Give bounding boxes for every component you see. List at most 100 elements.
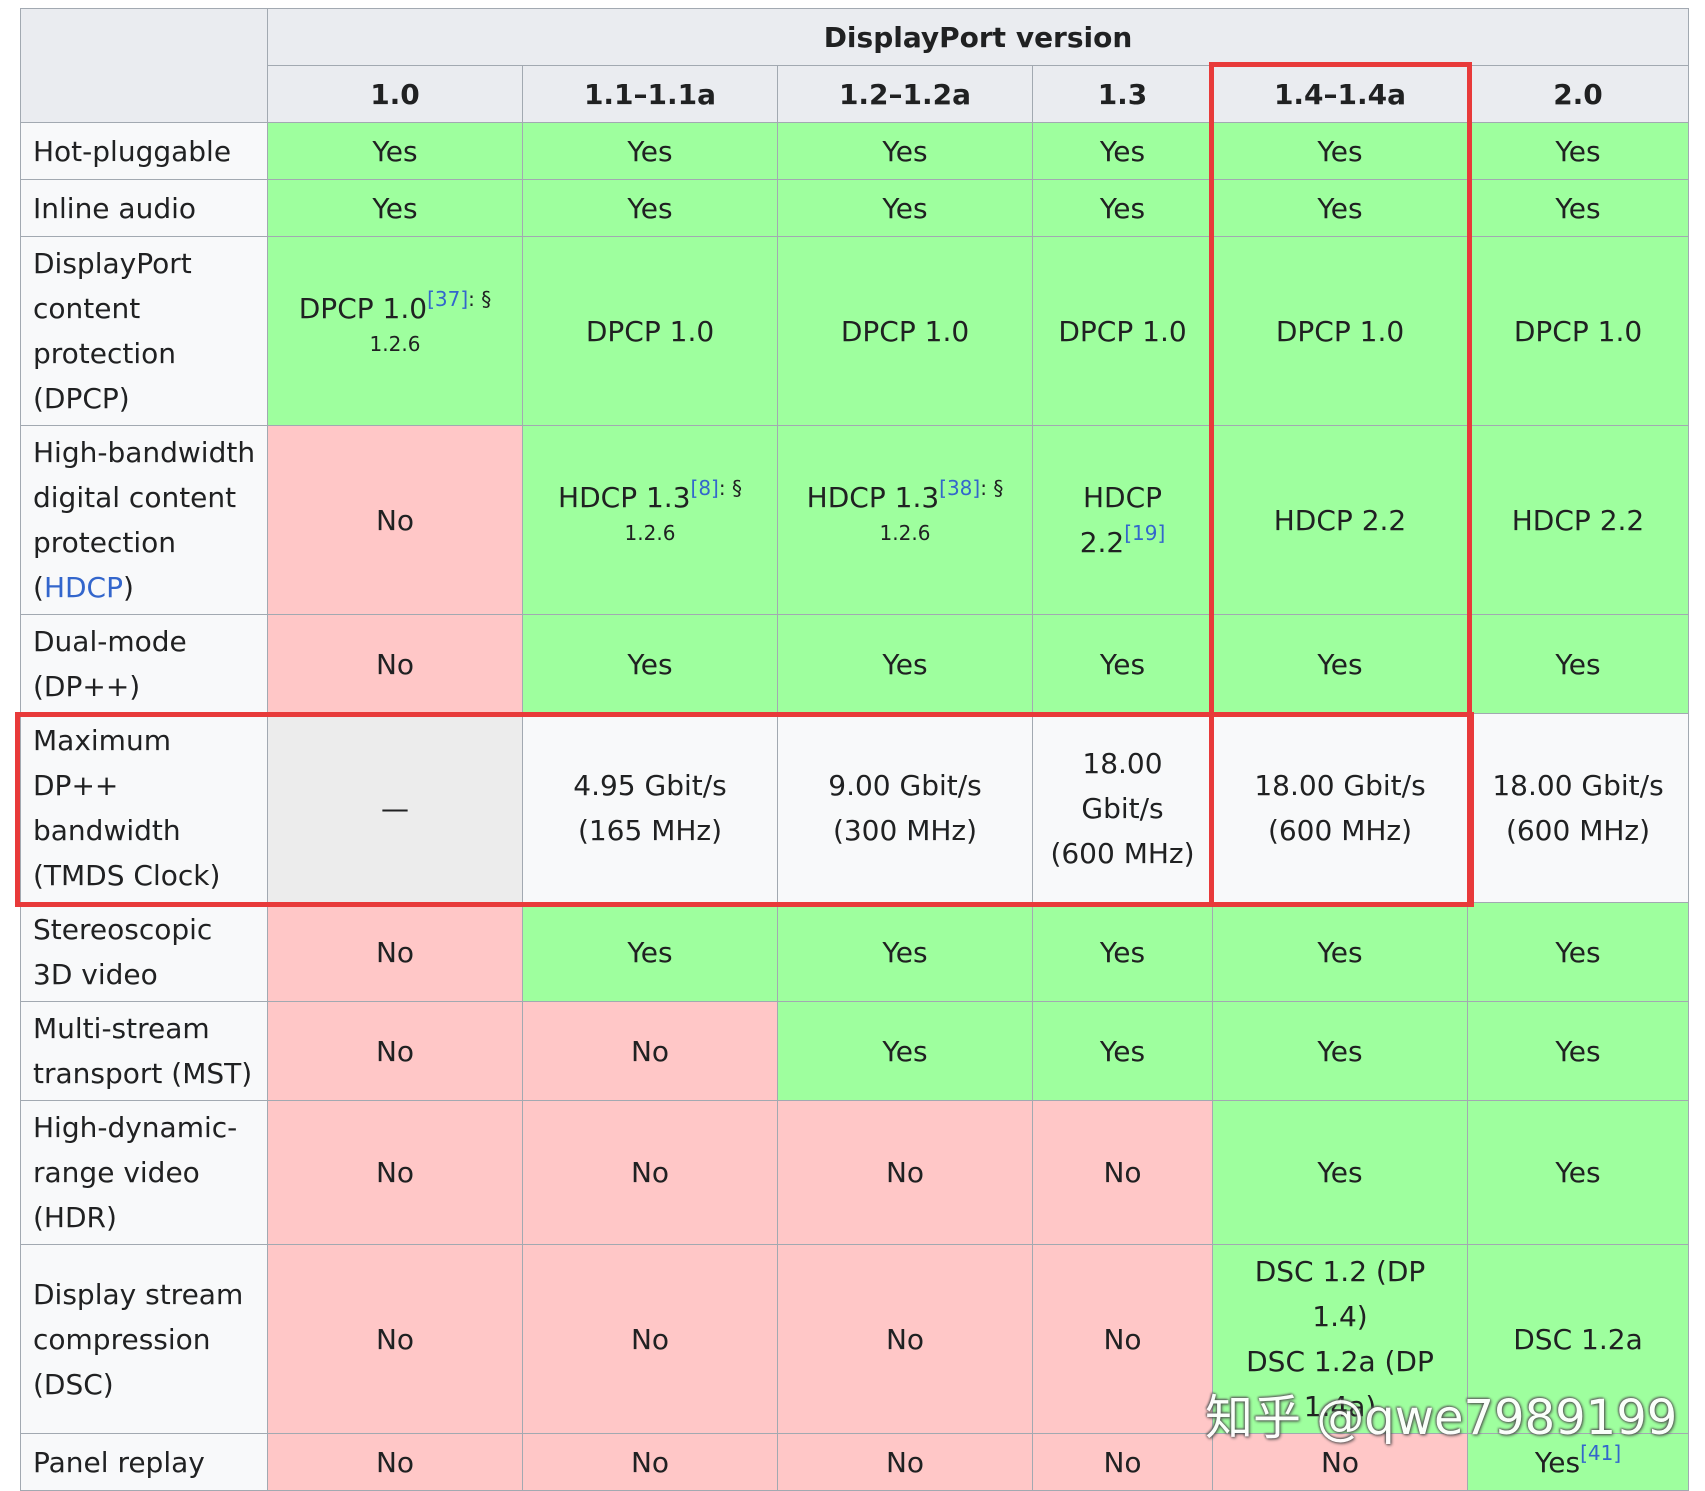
cell-text: HDCP 1.3 xyxy=(806,481,940,514)
table-cell: Yes xyxy=(1467,179,1689,237)
hdcp-link[interactable]: HDCP xyxy=(43,571,123,604)
table-cell: Yes xyxy=(1212,1001,1468,1101)
table-cell: No xyxy=(267,902,523,1002)
cell-line: DSC 1.2a (DP 1.4a) xyxy=(1246,1345,1434,1423)
table-cell: 9.00 Gbit/s (300 MHz) xyxy=(777,713,1033,903)
citation-link[interactable]: [41] xyxy=(1580,1440,1622,1465)
table-cell: Yes xyxy=(1467,902,1689,1002)
cell-line: 4.95 Gbit/s xyxy=(573,769,727,802)
table-cell: DPCP 1.0 xyxy=(777,236,1033,426)
table-cell: No xyxy=(1032,1433,1213,1491)
section-ref: : § 1.2.6 xyxy=(369,287,492,356)
cell-line: (600 MHz) xyxy=(1050,836,1195,870)
table-cell: DPCP 1.0 xyxy=(1467,236,1689,426)
column-header-1-3: 1.3 xyxy=(1032,65,1213,123)
table-cell: 18.00 Gbit/s (600 MHz) xyxy=(1467,713,1689,903)
cell-line: (165 MHz) xyxy=(577,814,723,847)
row-header-dsc: Display stream compression (DSC) xyxy=(20,1244,268,1434)
column-header-1-1: 1.1–1.1a xyxy=(522,65,778,123)
cell-line: 18.00 Gbit/s xyxy=(1492,769,1664,802)
row-header-hdcp: High-bandwidth digital content protectio… xyxy=(20,425,268,615)
table-cell: HDCP 1.3[8]: § 1.2.6 xyxy=(522,425,778,615)
citation-link[interactable]: [38] xyxy=(939,476,981,500)
cell-line: (600 MHz) xyxy=(1267,814,1413,847)
table-cell: Yes xyxy=(1467,1001,1689,1101)
table-cell: Yes xyxy=(1467,614,1689,714)
column-header-2-0: 2.0 xyxy=(1467,65,1689,123)
comparison-table-container: DisplayPort version 1.0 1.1–1.1a 1.2–1.2… xyxy=(20,8,1689,1491)
table-row: Dual-mode (DP++) No Yes Yes Yes Yes Yes xyxy=(20,614,1689,714)
row-header-dpplus-bandwidth: Maximum DP++ bandwidth (TMDS Clock) xyxy=(20,713,268,903)
table-cell: 18.00 Gbit/s (600 MHz) xyxy=(1032,713,1213,903)
version-group-header: DisplayPort version xyxy=(267,8,1689,66)
table-row: Inline audio Yes Yes Yes Yes Yes Yes xyxy=(20,179,1689,237)
watermark-text: 知乎 @qwe7989199 xyxy=(1205,1390,1678,1446)
row-header-dpcp: DisplayPort content protection (DPCP) xyxy=(20,236,268,426)
citation-link[interactable]: [8] xyxy=(690,476,719,500)
table-cell: Yes xyxy=(1467,1100,1689,1245)
table-cell: Yes xyxy=(522,122,778,180)
section-ref: : § 1.2.6 xyxy=(624,476,742,545)
table-row: DisplayPort content protection (DPCP) DP… xyxy=(20,236,1689,426)
table-row: Stereoscopic 3D video No Yes Yes Yes Yes… xyxy=(20,902,1689,1002)
table-cell: Yes xyxy=(1212,902,1468,1002)
cell-text: Yes xyxy=(1534,1445,1581,1479)
citation-link[interactable]: [19] xyxy=(1124,521,1166,545)
citation-sup: [19] xyxy=(1124,521,1165,545)
table-cell: Yes xyxy=(1032,614,1213,714)
table-cell: No xyxy=(267,614,523,714)
table-cell: DPCP 1.0 xyxy=(522,236,778,426)
table-row: Hot-pluggable Yes Yes Yes Yes Yes Yes xyxy=(20,122,1689,180)
table-cell: 4.95 Gbit/s (165 MHz) xyxy=(522,713,778,903)
citation-sup: [38]: § 1.2.6 xyxy=(880,476,1004,545)
table-cell: 18.00 Gbit/s (600 MHz) xyxy=(1212,713,1468,903)
table-row: High-bandwidth digital content protectio… xyxy=(20,425,1689,615)
table-cell: No xyxy=(1032,1100,1213,1245)
column-header-1-0: 1.0 xyxy=(267,65,523,123)
table-cell: Yes xyxy=(267,122,523,180)
table-cell: DSC 1.2 (DP 1.4) DSC 1.2a (DP 1.4a) xyxy=(1212,1244,1468,1434)
table-cell: No xyxy=(777,1244,1033,1434)
row-header-hot-pluggable: Hot-pluggable xyxy=(20,122,268,180)
table-cell: Yes xyxy=(1212,614,1468,714)
citation-sup: [37]: § 1.2.6 xyxy=(370,287,492,356)
corner-cell xyxy=(20,8,268,123)
table-cell: — xyxy=(267,713,523,903)
citation-link[interactable]: [37] xyxy=(427,287,469,311)
cell-line: 18.00 Gbit/s xyxy=(1081,746,1164,825)
table-cell: Yes xyxy=(777,122,1033,180)
cell-text: HDCP 1.3 xyxy=(558,481,691,514)
table-cell: No xyxy=(1032,1244,1213,1434)
table-row: Multi-stream transport (MST) No No Yes Y… xyxy=(20,1001,1689,1101)
row-header-hdr: High-dynamic-range video (HDR) xyxy=(20,1100,268,1245)
row-header-stereoscopic-3d: Stereoscopic 3D video xyxy=(20,902,268,1002)
table-cell: DPCP 1.0 xyxy=(1032,236,1213,426)
table-cell: DPCP 1.0[37]: § 1.2.6 xyxy=(267,236,523,426)
table-row: Maximum DP++ bandwidth (TMDS Clock) — 4.… xyxy=(20,713,1689,903)
table-cell: No xyxy=(522,1001,778,1101)
table-cell: HDCP 1.3[38]: § 1.2.6 xyxy=(777,425,1033,615)
table-cell: No xyxy=(267,425,523,615)
table-cell: Yes xyxy=(777,179,1033,237)
table-cell: Yes xyxy=(522,902,778,1002)
cell-text: DPCP 1.0 xyxy=(298,292,428,325)
table-cell: Yes xyxy=(1467,122,1689,180)
row-header-dual-mode: Dual-mode (DP++) xyxy=(20,614,268,714)
table-cell: HDCP 2.2 xyxy=(1212,425,1468,615)
table-cell: No xyxy=(522,1244,778,1434)
section-ref: : § 1.2.6 xyxy=(879,476,1004,545)
table-cell: DSC 1.2a xyxy=(1467,1244,1689,1434)
table-cell: No xyxy=(777,1100,1033,1245)
table-cell: No xyxy=(267,1100,523,1245)
table-row: Display stream compression (DSC) No No N… xyxy=(20,1244,1689,1434)
table-cell: DPCP 1.0 xyxy=(1212,236,1468,426)
table-cell: No xyxy=(267,1433,523,1491)
table-cell: Yes xyxy=(1032,179,1213,237)
table-cell: Yes xyxy=(522,614,778,714)
version-columns-row: 1.0 1.1–1.1a 1.2–1.2a 1.3 1.4–1.4a 2.0 xyxy=(21,65,1689,123)
cell-line: (300 MHz) xyxy=(832,814,978,847)
citation-sup: [41] xyxy=(1580,1441,1621,1465)
table-row: High-dynamic-range video (HDR) No No No … xyxy=(20,1100,1689,1245)
cell-text: HDCP 2.2 xyxy=(1079,481,1163,559)
table-cell: Yes xyxy=(777,902,1033,1002)
